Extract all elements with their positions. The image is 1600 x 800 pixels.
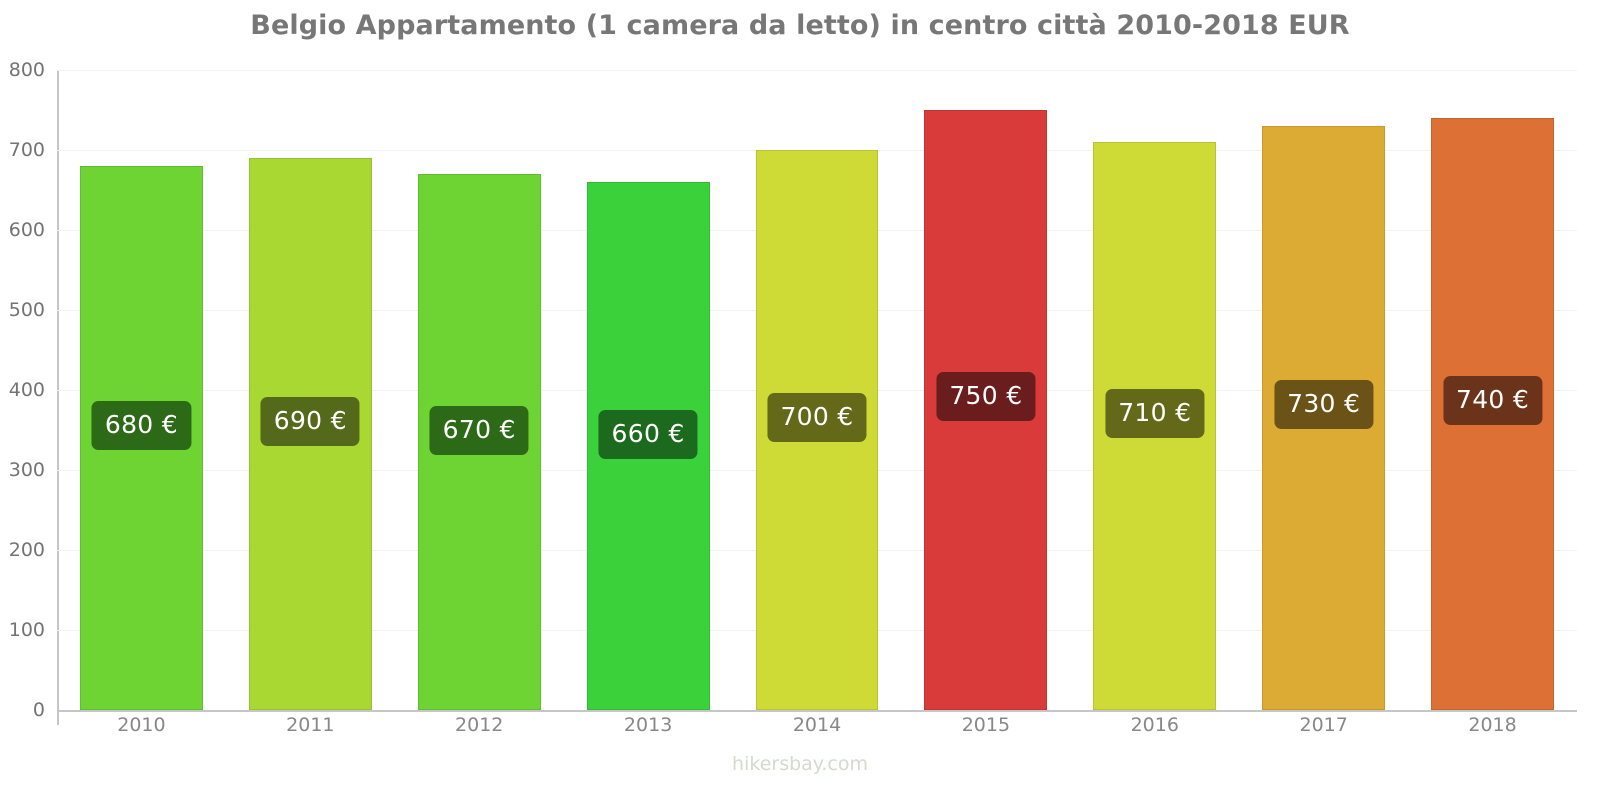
bar-2011[interactable]: 690 € <box>248 158 372 710</box>
x-tick-label-2015: 2015 <box>961 714 1011 736</box>
x-tick-label-2016: 2016 <box>1130 714 1179 736</box>
y-tick-label: 0 <box>32 699 45 721</box>
x-tick-label-2010: 2010 <box>117 714 166 736</box>
y-axis-line <box>57 70 59 725</box>
y-tick-label: 300 <box>8 459 45 481</box>
x-tick-label-2017: 2017 <box>1299 714 1348 736</box>
y-tick-label: 600 <box>8 219 45 241</box>
bar-2016[interactable]: 710 € <box>1093 142 1217 710</box>
bar-2010[interactable]: 680 € <box>79 166 203 710</box>
y-tick-label: 400 <box>8 379 45 401</box>
bar-value-label-2015: 750 € <box>936 372 1036 421</box>
bar-value-label-2012: 670 € <box>429 405 529 455</box>
x-tick-label-2018: 2018 <box>1468 714 1517 736</box>
bar-2013[interactable]: 660 € <box>586 182 710 710</box>
bar-2018[interactable]: 740 € <box>1431 118 1555 710</box>
y-tick-label: 800 <box>8 59 45 81</box>
y-tick-label: 700 <box>8 139 45 161</box>
gridline-800 <box>57 70 1577 71</box>
y-tick-label: 500 <box>8 299 45 321</box>
bar-value-label-2013: 660 € <box>598 409 698 459</box>
bar-2012[interactable]: 670 € <box>417 174 541 710</box>
bar-value-label-2014: 700 € <box>767 393 867 442</box>
y-tick-label: 100 <box>8 619 45 641</box>
bar-value-label-2016: 710 € <box>1105 388 1205 438</box>
x-tick-label-2011: 2011 <box>286 714 335 736</box>
footer-credit: hikersbay.com <box>732 753 868 775</box>
x-tick-label-2013: 2013 <box>623 714 673 736</box>
bar-value-label-2011: 690 € <box>260 397 360 447</box>
bar-2017[interactable]: 730 € <box>1262 126 1386 710</box>
gridline-0 <box>57 710 1577 712</box>
bar-2014[interactable]: 700 € <box>755 150 879 710</box>
plot-area: 680 € 690 € 670 € 660 € 700 € 750 € 710 € 730 €… <box>57 70 1577 712</box>
bar-2015[interactable]: 750 € <box>924 110 1048 710</box>
bar-value-label-2018: 740 € <box>1443 376 1543 426</box>
y-tick-label: 200 <box>8 539 45 561</box>
x-tick-label-2014: 2014 <box>792 714 842 736</box>
bar-value-label-2017: 730 € <box>1274 380 1374 430</box>
bar-value-label-2010: 680 € <box>91 401 191 451</box>
x-tick-label-2012: 2012 <box>455 714 504 736</box>
chart-title: Belgio Appartamento (1 camera da letto) … <box>250 10 1350 41</box>
